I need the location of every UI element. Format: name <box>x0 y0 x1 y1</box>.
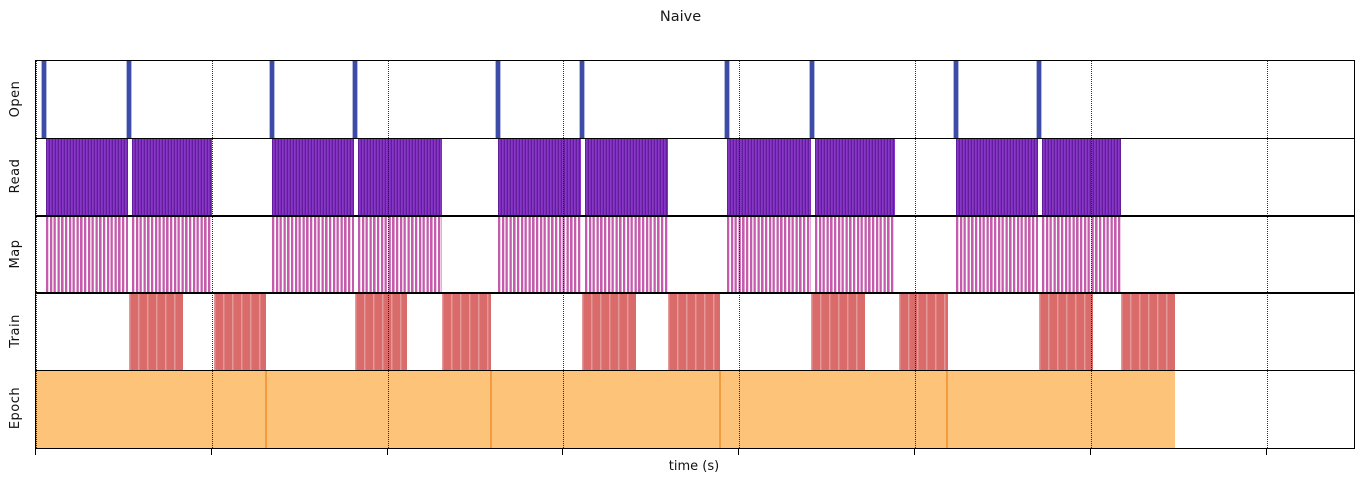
x-tick <box>562 449 564 455</box>
open-event-line <box>725 61 729 139</box>
open-event-line <box>810 61 814 139</box>
train-interval <box>442 293 491 371</box>
map-interval <box>956 215 1038 294</box>
train-interval <box>129 293 183 371</box>
gridline <box>1267 61 1268 448</box>
gridline <box>915 61 916 448</box>
open-event-line <box>42 61 46 139</box>
map-interval <box>272 215 354 294</box>
y-label-train: Train <box>8 314 23 348</box>
map-interval <box>498 215 581 294</box>
x-tick <box>914 449 916 455</box>
gridline <box>1091 61 1092 448</box>
train-interval <box>668 293 720 371</box>
gridline <box>563 61 564 448</box>
map-interval <box>815 215 895 294</box>
row-divider <box>36 137 1354 140</box>
open-event-line <box>270 61 274 139</box>
train-interval <box>899 293 948 371</box>
open-event-line <box>580 61 584 139</box>
read-interval <box>585 138 668 216</box>
x-tick <box>211 449 213 455</box>
row-divider <box>36 292 1354 294</box>
train-interval <box>214 293 266 371</box>
open-event-line <box>353 61 357 139</box>
row-train <box>36 293 1354 371</box>
train-interval <box>1039 293 1093 371</box>
read-interval <box>272 138 354 216</box>
train-interval <box>582 293 636 371</box>
x-tick <box>1090 449 1092 455</box>
gridline <box>212 61 213 448</box>
y-label-map: Map <box>8 239 23 268</box>
chart-title: Naive <box>659 9 702 25</box>
y-label-epoch: Epoch <box>8 387 23 430</box>
open-event-line <box>954 61 958 139</box>
read-interval <box>956 138 1038 216</box>
gridline <box>388 61 389 448</box>
epoch-boundary-seam <box>490 370 492 448</box>
epoch-boundary-seam <box>719 370 721 448</box>
read-interval <box>727 138 811 216</box>
map-interval <box>132 215 212 294</box>
x-tick <box>738 449 740 455</box>
gridline <box>36 61 37 448</box>
map-interval <box>46 215 128 294</box>
open-event-line <box>1037 61 1041 139</box>
open-event-line <box>127 61 131 139</box>
open-event-line <box>496 61 500 139</box>
epoch-interval <box>36 370 1175 448</box>
map-interval <box>585 215 668 294</box>
x-tick <box>1266 449 1268 455</box>
read-interval <box>815 138 895 216</box>
train-interval <box>355 293 407 371</box>
read-interval <box>46 138 128 216</box>
map-interval <box>727 215 811 294</box>
x-tick <box>387 449 389 455</box>
epoch-boundary-seam <box>265 370 267 448</box>
read-interval <box>132 138 212 216</box>
plot-area <box>35 60 1355 449</box>
read-interval <box>1042 138 1121 216</box>
map-interval <box>1042 215 1121 294</box>
epoch-boundary-seam <box>946 370 948 448</box>
row-read <box>36 138 1354 216</box>
read-interval <box>358 138 442 216</box>
train-interval <box>811 293 865 371</box>
row-open <box>36 61 1354 139</box>
read-interval <box>498 138 581 216</box>
row-divider <box>36 369 1354 372</box>
row-map <box>36 215 1354 294</box>
gridline <box>739 61 740 448</box>
y-label-open: Open <box>8 80 23 118</box>
map-interval <box>358 215 442 294</box>
row-divider <box>36 215 1354 217</box>
train-interval <box>1121 293 1175 371</box>
row-epoch <box>36 370 1354 448</box>
x-axis-label: time (s) <box>668 459 720 474</box>
y-label-read: Read <box>8 158 23 194</box>
x-tick <box>35 449 37 455</box>
